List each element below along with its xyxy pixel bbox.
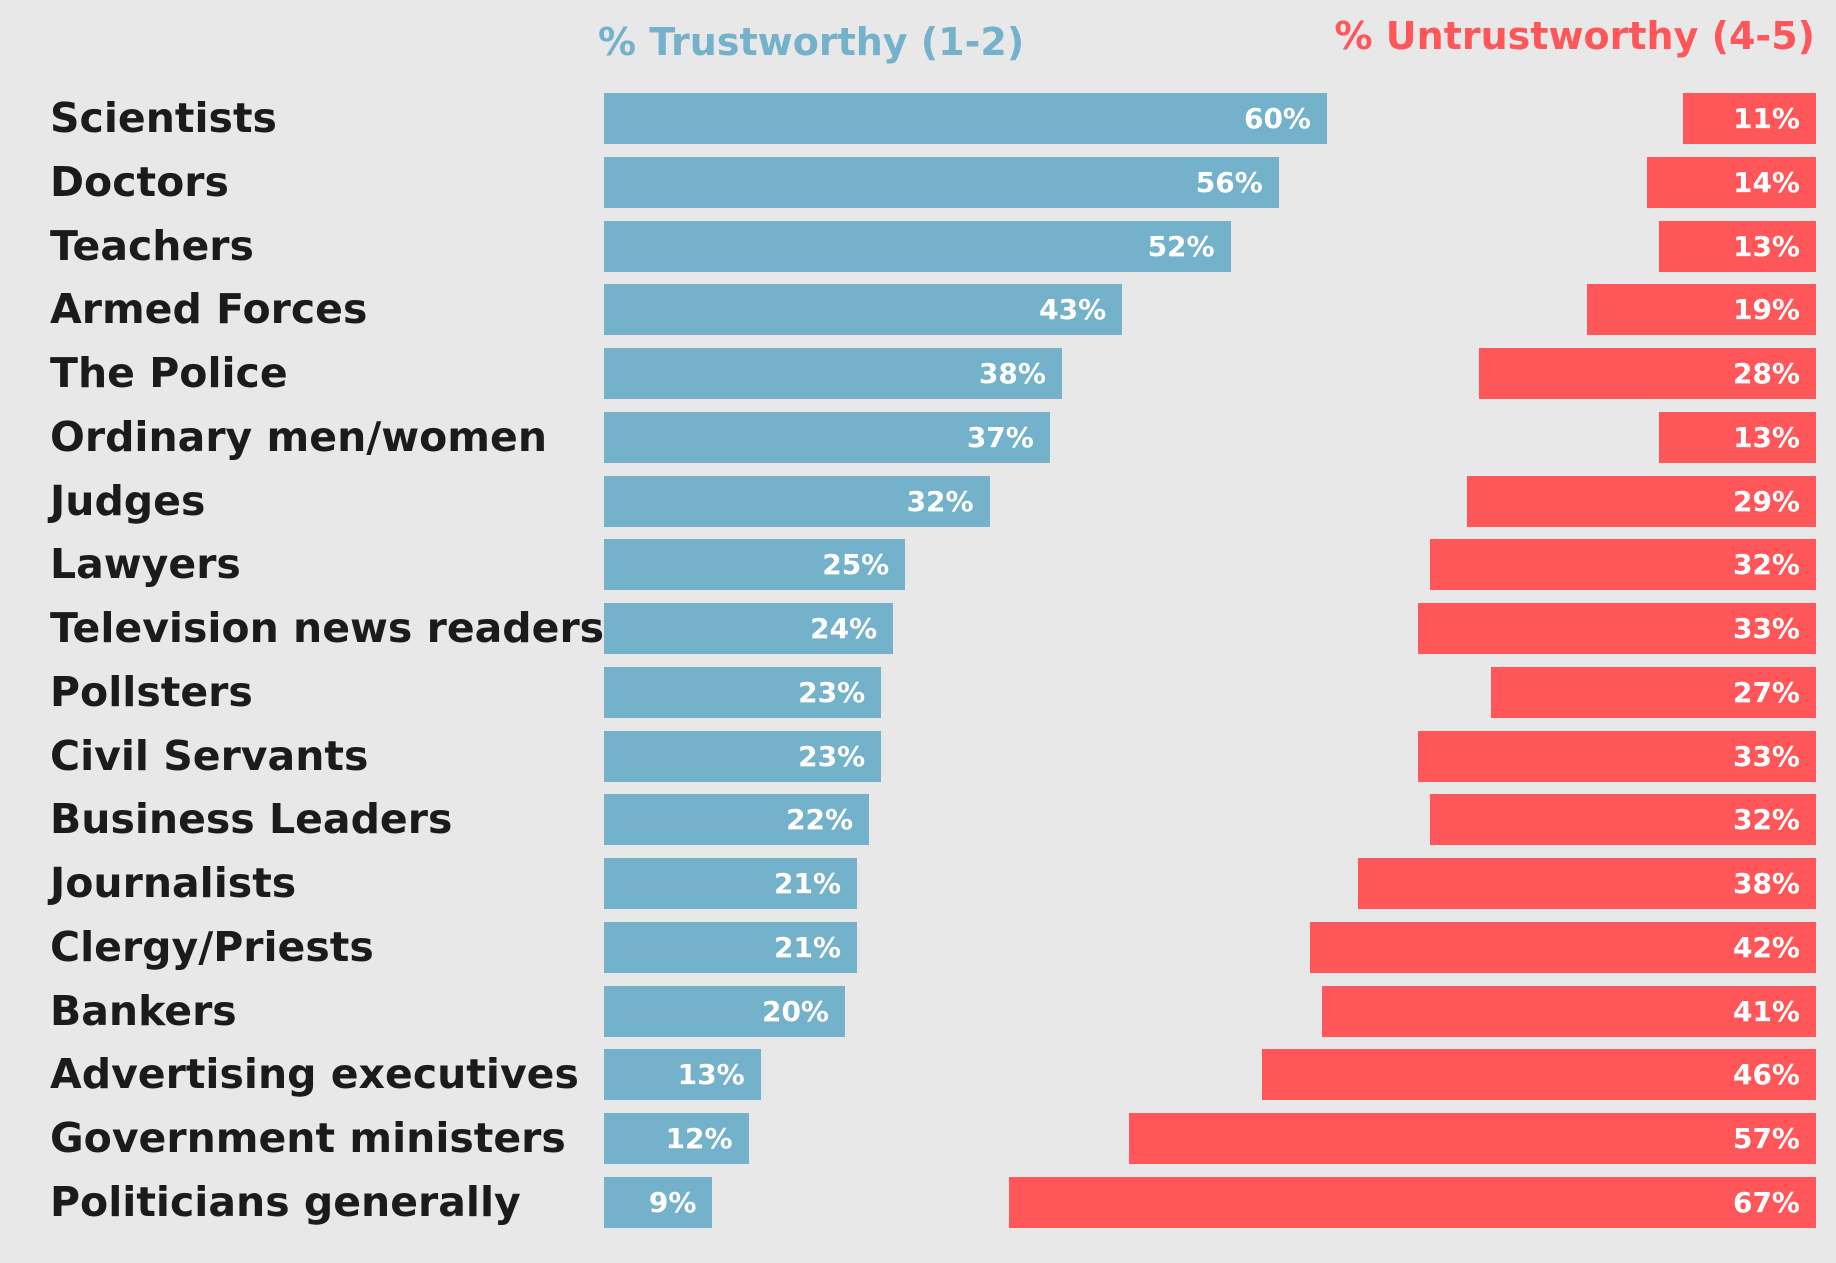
bar-untrustworthy — [1587, 284, 1816, 336]
category-label: Clergy/Priests — [50, 922, 374, 971]
value-label-untrustworthy: 33% — [1732, 612, 1800, 645]
value-label-trustworthy: 24% — [810, 612, 878, 645]
bar-trustworthy — [604, 1176, 713, 1228]
bar-untrustworthy — [1418, 730, 1816, 782]
bar-trustworthy — [604, 730, 882, 782]
category-label: Judges — [50, 476, 206, 525]
value-label-untrustworthy: 46% — [1732, 1058, 1800, 1092]
bar-trustworthy — [604, 539, 906, 591]
bar-untrustworthy — [1683, 93, 1816, 144]
value-label-untrustworthy: 19% — [1732, 293, 1800, 327]
bar-trustworthy — [604, 411, 1050, 463]
bar-untrustworthy — [1430, 539, 1816, 591]
bar-trustworthy — [604, 156, 1279, 208]
value-label-untrustworthy: 42% — [1732, 930, 1800, 964]
category-label: Television news readers — [50, 604, 605, 652]
value-label-trustworthy: 60% — [1243, 102, 1311, 135]
category-label: Scientists — [50, 94, 277, 142]
category-label: Doctors — [50, 157, 229, 206]
value-label-trustworthy: 37% — [966, 420, 1034, 454]
category-label: Lawyers — [50, 540, 241, 589]
value-label-trustworthy: 32% — [906, 484, 974, 518]
series-header-untrustworthy: % Untrustworthy (4-5) — [1334, 14, 1815, 58]
bar-untrustworthy — [1321, 985, 1816, 1037]
category-label: Advertising executives — [50, 1050, 579, 1099]
bar-trustworthy — [604, 666, 882, 718]
bar-untrustworthy — [1430, 794, 1816, 846]
bar-trustworthy — [604, 348, 1062, 399]
category-label: Journalists — [50, 859, 297, 907]
bar-untrustworthy — [1129, 1113, 1816, 1164]
category-label: Politicians generally — [50, 1177, 521, 1226]
category-label: Bankers — [50, 986, 237, 1035]
value-label-untrustworthy: 14% — [1732, 165, 1800, 199]
value-label-trustworthy: 13% — [677, 1058, 745, 1092]
bar-untrustworthy — [1358, 858, 1816, 909]
value-label-untrustworthy: 67% — [1732, 1185, 1800, 1219]
category-label: Armed Forces — [50, 285, 368, 334]
value-label-untrustworthy: 27% — [1732, 675, 1800, 709]
value-label-untrustworthy: 29% — [1732, 484, 1800, 518]
value-label-trustworthy: 43% — [1039, 293, 1107, 327]
bar-trustworthy — [604, 858, 858, 909]
bar-untrustworthy — [1647, 156, 1816, 208]
series-header-trustworthy: % Trustworthy (1-2) — [598, 20, 1025, 64]
bar-untrustworthy — [1478, 348, 1816, 399]
bar-untrustworthy — [1261, 1049, 1816, 1101]
bar-trustworthy — [604, 1113, 749, 1164]
bar-untrustworthy — [1659, 220, 1816, 272]
bar-trustworthy — [604, 1049, 761, 1101]
value-label-untrustworthy: 32% — [1732, 803, 1800, 837]
value-label-trustworthy: 21% — [774, 867, 842, 900]
value-label-trustworthy: 21% — [774, 930, 842, 964]
value-label-trustworthy: 22% — [786, 803, 854, 837]
value-label-trustworthy: 52% — [1147, 229, 1215, 263]
value-label-trustworthy: 20% — [761, 994, 829, 1028]
bar-untrustworthy — [1466, 475, 1816, 527]
value-label-untrustworthy: 57% — [1732, 1122, 1800, 1155]
category-label: Pollsters — [50, 667, 253, 716]
category-label: Government ministers — [50, 1114, 566, 1162]
bar-trustworthy — [604, 794, 870, 846]
value-label-untrustworthy: 41% — [1732, 994, 1800, 1028]
bar-trustworthy — [604, 985, 845, 1037]
value-label-untrustworthy: 11% — [1732, 102, 1800, 135]
bar-untrustworthy — [1418, 603, 1816, 654]
bar-untrustworthy — [1659, 411, 1816, 463]
bar-trustworthy — [604, 220, 1231, 272]
value-label-untrustworthy: 13% — [1732, 229, 1800, 263]
value-label-untrustworthy: 28% — [1732, 357, 1800, 390]
category-label: Teachers — [50, 221, 254, 270]
bar-untrustworthy — [1008, 1176, 1816, 1228]
value-label-trustworthy: 23% — [798, 675, 866, 709]
value-label-trustworthy: 12% — [665, 1122, 733, 1155]
bar-trustworthy — [604, 603, 894, 654]
bar-trustworthy — [604, 475, 990, 527]
category-label: Civil Servants — [50, 731, 369, 780]
value-label-untrustworthy: 32% — [1732, 548, 1800, 582]
value-label-trustworthy: 38% — [978, 357, 1046, 390]
value-label-trustworthy: 9% — [648, 1185, 697, 1219]
bar-trustworthy — [604, 93, 1327, 144]
bar-trustworthy — [604, 284, 1123, 336]
value-label-trustworthy: 23% — [798, 739, 866, 773]
bar-trustworthy — [604, 921, 858, 973]
category-label: Business Leaders — [50, 795, 453, 844]
category-label: Ordinary men/women — [50, 412, 548, 461]
bar-untrustworthy — [1309, 921, 1816, 973]
category-label: The Police — [50, 349, 288, 397]
value-label-untrustworthy: 38% — [1732, 867, 1800, 900]
value-label-untrustworthy: 33% — [1732, 739, 1800, 773]
value-label-trustworthy: 56% — [1195, 165, 1263, 199]
bar-untrustworthy — [1490, 666, 1816, 718]
value-label-untrustworthy: 13% — [1732, 420, 1800, 454]
value-label-trustworthy: 25% — [822, 548, 890, 582]
